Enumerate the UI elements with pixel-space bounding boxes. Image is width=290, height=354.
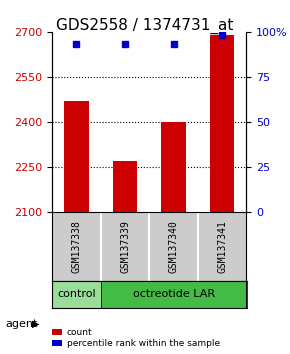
Bar — [113, 161, 137, 212]
Text: GSM137339: GSM137339 — [120, 220, 130, 273]
Bar — [64, 101, 89, 212]
Bar — [210, 35, 234, 212]
Text: control: control — [57, 290, 96, 299]
Bar — [52, 281, 101, 308]
Text: agent: agent — [6, 319, 38, 329]
Text: GSM137340: GSM137340 — [169, 220, 179, 273]
Text: ▶: ▶ — [32, 319, 39, 329]
Text: percentile rank within the sample: percentile rank within the sample — [67, 339, 220, 348]
Text: GSM137341: GSM137341 — [217, 220, 227, 273]
Bar — [101, 281, 246, 308]
Text: GSM137338: GSM137338 — [72, 220, 81, 273]
Bar — [162, 122, 186, 212]
Text: octreotide LAR: octreotide LAR — [133, 290, 215, 299]
Text: GDS2558 / 1374731_at: GDS2558 / 1374731_at — [56, 18, 234, 34]
Text: count: count — [67, 328, 92, 337]
